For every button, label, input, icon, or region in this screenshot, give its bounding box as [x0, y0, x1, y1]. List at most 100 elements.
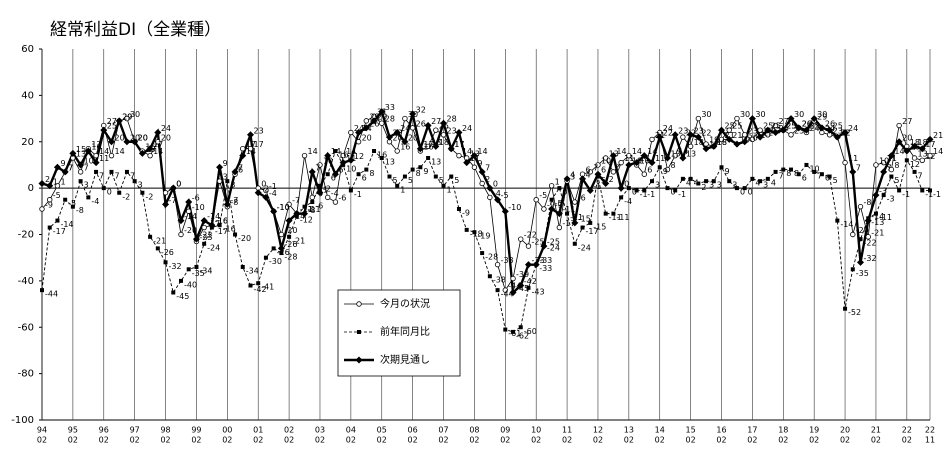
x-tick-label: 97 [130, 426, 140, 435]
data-label: 11 [346, 154, 356, 163]
x-tick-sublabel: 02 [68, 436, 78, 445]
data-label: 28 [385, 115, 395, 124]
data-label: -34 [199, 266, 212, 275]
point [679, 154, 687, 162]
data-label: 10 [84, 156, 94, 165]
data-label: 13 [918, 149, 928, 158]
data-label: 11 [887, 154, 897, 163]
data-label: 17 [153, 140, 163, 149]
point [317, 183, 322, 188]
y-tick-label: -40 [18, 276, 34, 287]
point [233, 232, 238, 237]
y-tick-label: -80 [18, 369, 34, 380]
data-label: 0 [632, 188, 637, 197]
data-label: 8 [794, 169, 799, 178]
point [618, 159, 624, 166]
data-label: 26 [825, 119, 835, 128]
x-tick-sublabel: 02 [840, 436, 850, 445]
point [123, 138, 131, 146]
point [362, 124, 370, 132]
point [911, 142, 919, 150]
point [154, 128, 162, 136]
data-label: 4 [755, 178, 760, 187]
data-label: -3 [879, 187, 887, 196]
data-label: 18 [431, 138, 441, 147]
data-label: 17 [91, 140, 101, 149]
data-label: -8 [230, 198, 238, 207]
data-label: -1 [269, 182, 277, 191]
point [642, 188, 647, 193]
x-tick-sublabel: 11 [925, 436, 935, 445]
data-label: 17 [253, 140, 263, 149]
data-label: 6 [238, 166, 243, 175]
point [640, 152, 648, 160]
point [309, 194, 315, 201]
data-label: -52 [848, 308, 861, 317]
data-label: 6 [331, 174, 336, 183]
point [69, 149, 77, 157]
point [727, 179, 732, 184]
data-label: 17 [454, 140, 464, 149]
x-tick-sublabel: 02 [562, 436, 572, 445]
legend-label: 次期見通し [380, 353, 430, 366]
data-label: -42 [524, 277, 537, 286]
data-label: 21 [655, 131, 665, 140]
point [533, 197, 539, 203]
data-label: 27 [779, 117, 789, 126]
point [772, 128, 780, 136]
data-label: 25 [107, 122, 117, 131]
point [455, 128, 463, 136]
x-tick-label: 21 [871, 426, 881, 435]
data-label: 13 [385, 157, 395, 166]
data-label: 33 [385, 103, 395, 112]
data-label: -4 [493, 189, 501, 198]
data-label: 23 [678, 126, 688, 135]
data-label: 10 [601, 156, 611, 165]
data-label: -20 [284, 226, 297, 235]
data-label: 23 [833, 126, 843, 135]
point [649, 136, 655, 143]
point [308, 168, 316, 176]
point [843, 306, 848, 311]
data-label: 7 [779, 171, 784, 180]
data-label: -4 [624, 197, 632, 206]
point [842, 159, 848, 166]
x-tick-sublabel: 02 [130, 436, 140, 445]
point [702, 145, 710, 153]
data-label: 21 [725, 131, 735, 140]
point [903, 147, 911, 155]
data-label: 5 [439, 176, 444, 185]
data-label: 1 [447, 185, 452, 194]
point [904, 158, 909, 163]
point [634, 188, 639, 193]
point [409, 125, 416, 131]
data-label: 4 [771, 178, 776, 187]
point [447, 145, 455, 153]
data-label: 8 [369, 169, 374, 178]
data-label: -4 [269, 189, 277, 198]
data-label: 29 [817, 112, 827, 121]
data-label: -9 [45, 200, 53, 209]
point [626, 186, 631, 191]
point [348, 188, 353, 193]
data-label: -42 [253, 285, 266, 294]
data-label: -25 [531, 238, 544, 247]
data-label: 7 [68, 163, 73, 172]
point [339, 159, 347, 167]
point [216, 163, 224, 171]
data-label: 1 [53, 177, 58, 186]
point [711, 179, 716, 184]
x-tick-label: 06 [408, 426, 418, 435]
data-label: -22 [864, 239, 877, 248]
point [517, 282, 525, 290]
data-label: -1 [902, 190, 910, 199]
point [148, 234, 153, 239]
point [225, 179, 230, 184]
data-label: 4 [686, 178, 691, 187]
point [223, 200, 231, 208]
data-label: 0 [107, 188, 112, 197]
point [39, 206, 45, 212]
data-label: 20 [130, 133, 140, 142]
data-label: 22 [392, 129, 402, 138]
data-label: 0 [261, 180, 266, 189]
